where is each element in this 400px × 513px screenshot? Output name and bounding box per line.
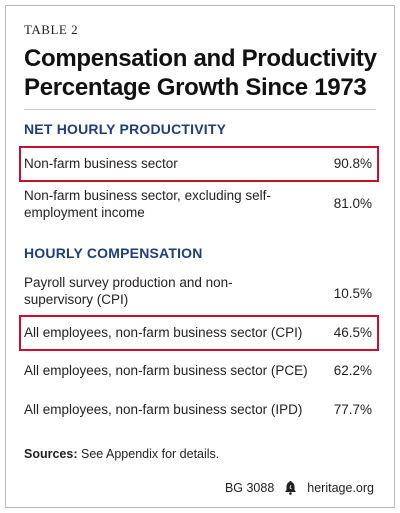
highlight-box xyxy=(19,315,379,351)
row-label: All employees, non-farm business sector … xyxy=(24,363,308,378)
sources-note: Sources: See Appendix for details. xyxy=(24,447,219,461)
footer: BG 3088 heritage.org xyxy=(225,481,374,495)
title-line-1: Compensation and Productivity xyxy=(24,45,377,72)
row-value: 10.5% xyxy=(333,286,372,301)
row-value: 90.8% xyxy=(333,156,372,171)
liberty-bell-icon xyxy=(285,481,297,495)
row-label: Non-farm business sector, excluding self… xyxy=(24,188,271,220)
section-heading-compensation: HOURLY COMPENSATION xyxy=(24,245,203,261)
row-value: 81.0% xyxy=(333,196,372,211)
row-value: 62.2% xyxy=(333,363,372,378)
row-value: 77.7% xyxy=(333,402,372,417)
table-label: TABLE 2 xyxy=(24,22,79,37)
table-title: Compensation and Productivity Percentage… xyxy=(24,44,384,102)
sources-label: Sources: xyxy=(24,447,78,461)
site-link[interactable]: heritage.org xyxy=(307,481,374,495)
divider xyxy=(24,109,376,110)
row-label: All employees, non-farm business sector … xyxy=(24,402,303,417)
table-card: TABLE 2 Compensation and Productivity Pe… xyxy=(5,5,395,508)
row-label: All employees, non-farm business sector … xyxy=(24,325,303,340)
sources-text: See Appendix for details. xyxy=(80,447,220,461)
row-label: Payroll survey production and non-superv… xyxy=(24,275,233,307)
title-line-2: Percentage Growth Since 1973 xyxy=(24,74,367,101)
highlight-box xyxy=(19,146,379,182)
row-label: Non-farm business sector xyxy=(24,156,178,171)
section-heading-productivity: NET HOURLY PRODUCTIVITY xyxy=(24,121,227,137)
row-value: 46.5% xyxy=(333,325,372,340)
report-number: BG 3088 xyxy=(224,481,275,495)
